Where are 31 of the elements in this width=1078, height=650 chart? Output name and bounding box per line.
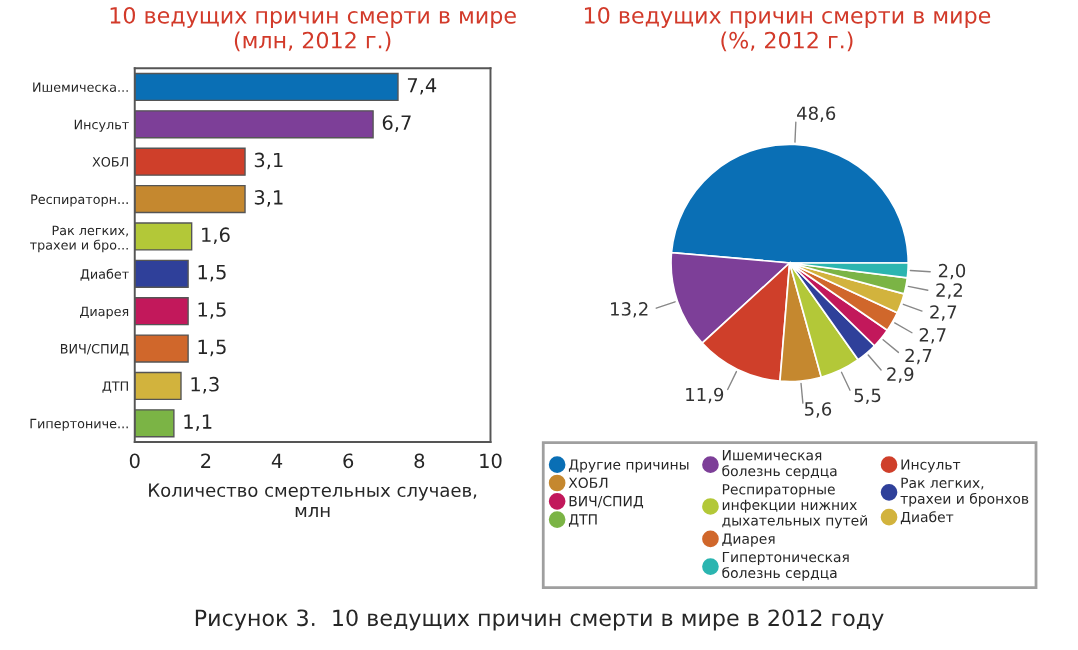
data-label: 5,6 (804, 402, 832, 418)
x-tick-label: 4 (271, 453, 283, 468)
x-tick-label: 6 (343, 453, 354, 469)
data-label: 1,5 (198, 339, 226, 357)
chart-title: 10 ведущих причин смерти в мире (млн, 2012 г.) (110, 6, 516, 52)
data-label: 1,1 (184, 414, 212, 431)
data-label: 1,6 (202, 227, 230, 245)
x-tick-label: 8 (414, 453, 425, 469)
chart-title: 10 ведущих причин смерти в мире (%, 2012 г.) (584, 6, 991, 52)
text: Рисунок 3. 10 ведущих причин смерти в мире в 2012 году (195, 609, 884, 631)
data-label: 2,7 (930, 305, 957, 321)
data-label: 2,7 (919, 328, 946, 344)
data-label: 3,1 (254, 190, 283, 207)
data-label: 1,5 (198, 302, 226, 319)
data-label: 3,1 (254, 152, 283, 170)
data-label: 6,7 (382, 115, 411, 132)
x-axis-title: Количество смертельных случаев, млн (149, 483, 477, 517)
data-label: 11,9 (686, 387, 724, 404)
data-label: 48,6 (797, 106, 836, 122)
x-tick-label: 0 (129, 453, 140, 469)
data-label: 2,9 (887, 367, 914, 383)
data-label: 13,2 (611, 302, 648, 318)
x-tick-label: 10 (480, 453, 502, 469)
data-label: 2,0 (938, 263, 966, 280)
data-label: 5,5 (854, 388, 881, 404)
data-label: 2,7 (905, 348, 932, 365)
data-label: 7,4 (407, 78, 437, 95)
data-label: 1,5 (198, 265, 226, 282)
x-tick-label: 2 (201, 453, 211, 468)
data-label: 1,3 (191, 376, 219, 394)
data-label: 2,2 (936, 283, 962, 299)
